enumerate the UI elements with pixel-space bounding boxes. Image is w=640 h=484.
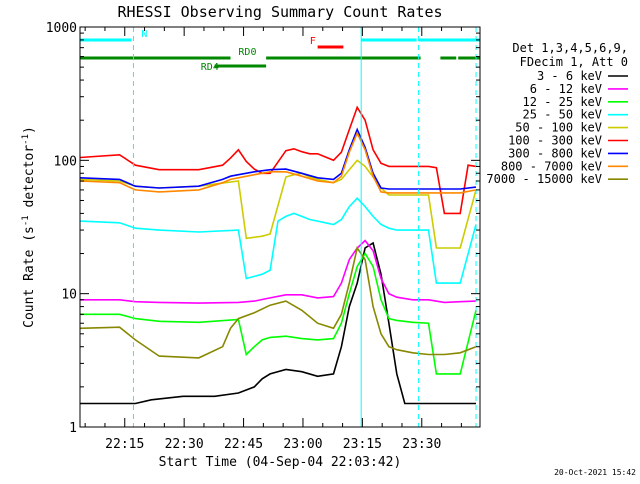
legend-label-50-100-kev: 50 - 100 keV — [515, 121, 602, 135]
x-tick-label-23-00: 23:00 — [283, 437, 322, 452]
chart-title: RHESSI Observing Summary Count Rates — [117, 3, 442, 21]
x-tick-label-23-30: 23:30 — [402, 437, 441, 452]
y-axis-label-sup1: -1 — [21, 215, 31, 226]
series-line-800-7000-kev — [79, 131, 477, 194]
y-axis-label: Count Rate (s-1 detector-1) — [21, 126, 37, 328]
legend-label-7000-15000-kev: 7000 - 15000 keV — [486, 172, 602, 186]
y-axis-label-mid: detector — [22, 145, 37, 216]
x-tick-label-23-15: 23:15 — [343, 437, 382, 452]
x-axis: 22:15 22:30 22:45 23:00 23:15 23:30 — [84, 27, 462, 452]
legend-label-3-6-kev: 3 - 6 keV — [537, 69, 602, 83]
y-axis-label-end: ) — [22, 126, 37, 134]
y-tick-label-100: 100 — [54, 154, 77, 169]
y-tick-label-1000: 1000 — [46, 21, 77, 36]
plot-lines — [79, 105, 477, 405]
legend-label-100-300-kev: 100 - 300 keV — [508, 134, 602, 148]
x-axis-label: Start Time (04-Sep-04 22:03:42) — [159, 455, 402, 470]
plot-frame — [79, 26, 481, 428]
state-label-rd0: RD0 — [238, 47, 256, 58]
y-axis-label-sup2: -1 — [21, 134, 31, 145]
series-line-12-25-kev — [80, 251, 477, 375]
legend: Det 1,3,4,5,6,9, FDecim 1, Att 0 3 - 6 k… — [486, 41, 628, 186]
state-label-f: F — [310, 36, 316, 47]
footer-timestamp: 20-Oct-2021 15:42 — [554, 468, 636, 477]
y-tick-label-10: 10 — [61, 288, 77, 303]
legend-label-6-12-kev: 6 - 12 keV — [530, 82, 602, 96]
x-tick-label-22-30: 22:30 — [165, 437, 204, 452]
legend-label-12-25-kev: 12 - 25 keV — [523, 95, 602, 109]
series-line-3-6-kev — [80, 241, 476, 405]
legend-label-25-50-kev: 25 - 50 keV — [523, 108, 602, 122]
legend-label-800-7000-kev: 800 - 7000 keV — [501, 159, 602, 173]
legend-label-300-800-kev: 300 - 800 keV — [508, 146, 602, 160]
y-axis: 1 10 100 1000 — [46, 21, 480, 436]
x-tick-label-22-45: 22:45 — [224, 437, 263, 452]
legend-header-1: Det 1,3,4,5,6,9, — [512, 41, 628, 55]
x-tick-label-22-15: 22:15 — [105, 437, 144, 452]
state-bars: N F RD0 RD4 — [80, 29, 480, 73]
series-line-25-50-kev — [79, 197, 477, 284]
series-line-300-800-kev — [79, 127, 477, 190]
y-axis-label-main: Count Rate (s — [22, 226, 37, 328]
legend-header-2: FDecim 1, Att 0 — [520, 55, 628, 69]
state-label-rd4: RD4 — [201, 62, 219, 73]
series-line-6-12-kev — [80, 239, 477, 304]
series-line-100-300-kev — [79, 105, 477, 215]
series-line-7000-15000-kev — [79, 246, 477, 359]
state-label-n: N — [141, 29, 147, 40]
y-tick-label-1: 1 — [69, 421, 77, 436]
